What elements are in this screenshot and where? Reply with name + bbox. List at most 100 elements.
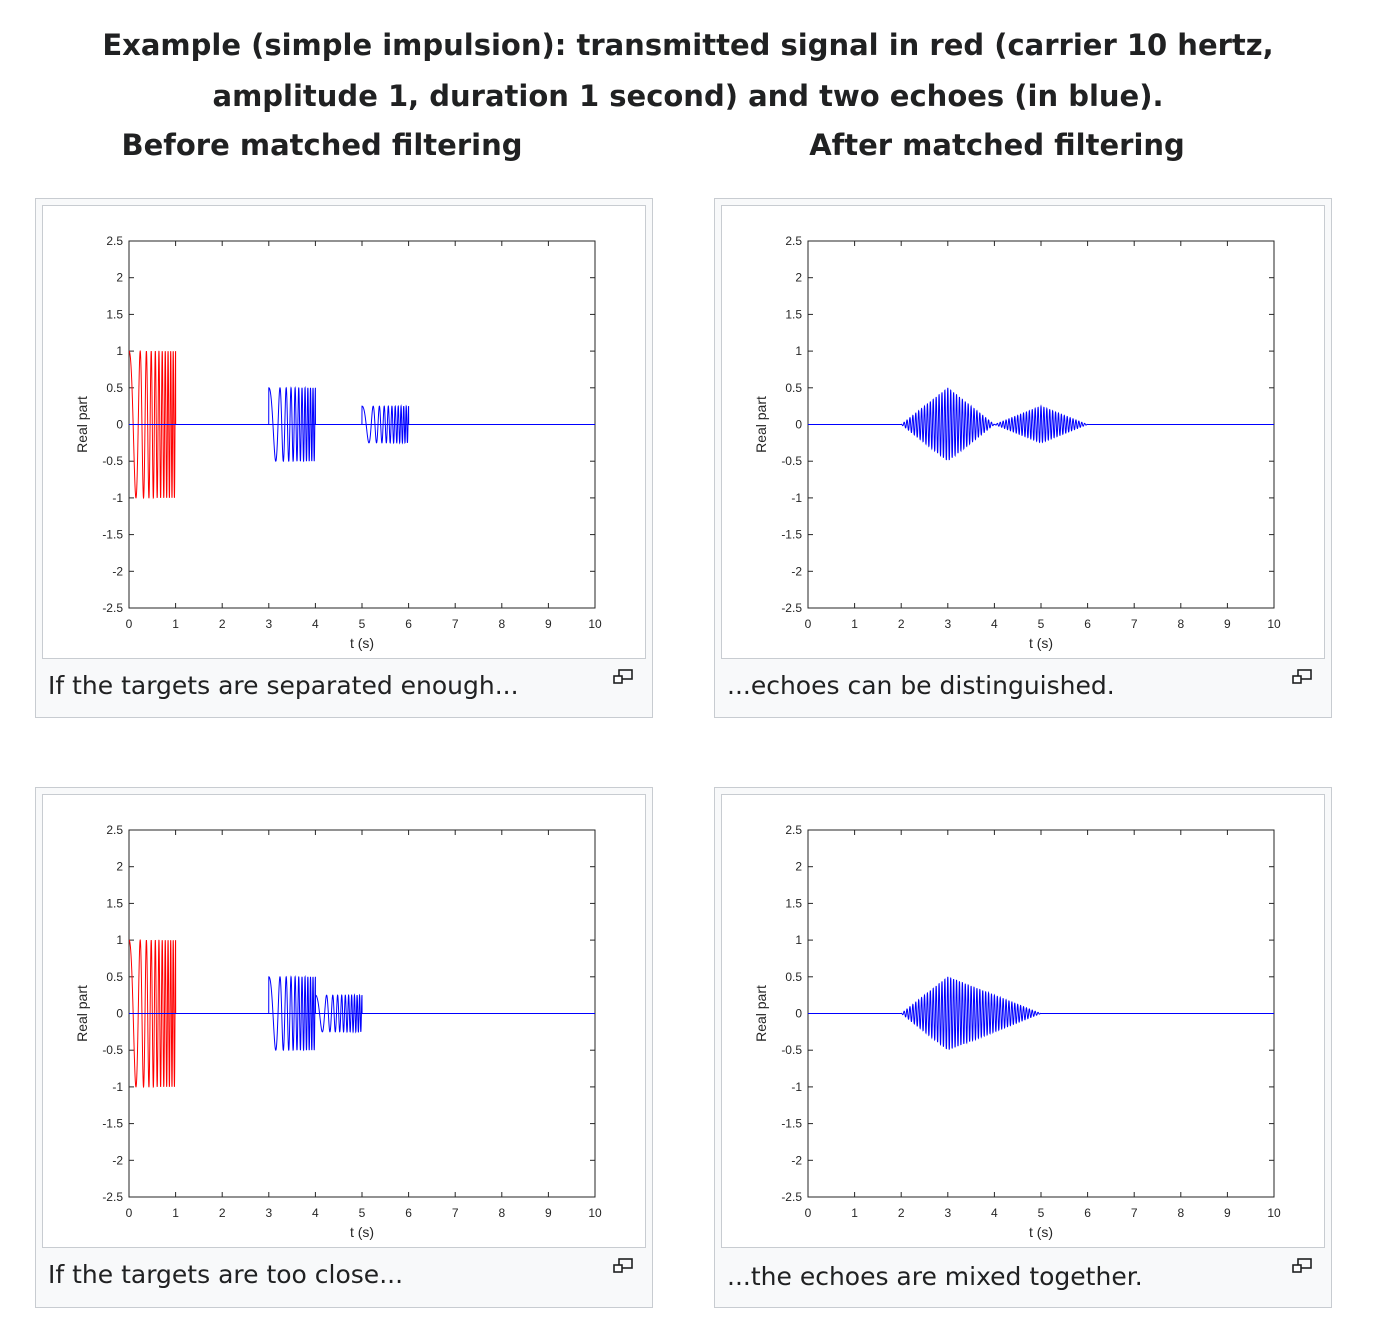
x-tick-label: 4 [312, 1206, 319, 1220]
column-heading-before: Before matched filtering [121, 128, 523, 162]
x-tick-label: 0 [805, 1206, 812, 1220]
column-heading-after: After matched filtering [809, 128, 1185, 162]
echo-signal-series [808, 387, 1274, 461]
x-tick-label: 5 [359, 1206, 366, 1220]
x-tick-label: 7 [1131, 1206, 1138, 1220]
x-tick-label: 0 [126, 617, 133, 631]
figure-image[interactable]: 0 1 2 3 4 5 6 7 8 9 10 2.5 2 1.5 1 0.5 0 -0.5 -1 -1.5 -2 -2.5… [42, 794, 646, 1248]
y-tick-label: -1.5 [102, 528, 123, 542]
y-tick-label: 0.5 [106, 970, 123, 984]
intro-text: Example (simple impulsion): transmitted … [102, 28, 1274, 113]
x-tick-label: 1 [851, 617, 858, 631]
y-tick-label: 0.5 [106, 381, 123, 395]
x-tick-label: 0 [126, 1206, 133, 1220]
x-tick-label: 3 [265, 1206, 272, 1220]
chart-before-close: 0 1 2 3 4 5 6 7 8 9 10 2.5 2 1.5 1 0.5 0 -0.5 -1 -1.5 -2 -2.5… [74, 823, 602, 1240]
x-tick-label: 5 [1038, 617, 1045, 631]
y-tick-label: 1 [116, 933, 123, 947]
x-tick-label: 10 [1267, 617, 1281, 631]
y-tick-label: -2 [791, 1153, 802, 1167]
y-tick-label: -0.5 [102, 454, 123, 468]
y-tick-label: -1 [112, 1080, 123, 1094]
x-tick-label: 1 [851, 1206, 858, 1220]
x-tick-label: 10 [1267, 1206, 1281, 1220]
x-tick-label: 10 [588, 617, 602, 631]
y-tick-label: 0 [116, 418, 123, 432]
figure-before-close: 0 1 2 3 4 5 6 7 8 9 10 2.5 2 1.5 1 0.5 0 -0.5 -1 -1.5 -2 -2.5… [35, 787, 653, 1308]
x-tick-label: 0 [805, 617, 812, 631]
x-tick-label: 4 [991, 1206, 998, 1220]
y-tick-label: 2.5 [785, 234, 802, 248]
x-tick-label: 8 [1177, 1206, 1184, 1220]
y-tick-label: 2.5 [106, 234, 123, 248]
x-axis-label: t (s) [350, 1224, 374, 1240]
y-tick-label: -2 [112, 1153, 123, 1167]
x-tick-label: 2 [219, 1206, 226, 1220]
figure-image[interactable]: 0 1 2 3 4 5 6 7 8 9 10 2.5 2 1.5 1 0.5 0 -0.5 -1 -1.5 -2 -2.5… [721, 205, 1325, 659]
x-tick-label: 8 [1177, 617, 1184, 631]
y-tick-label: 0 [116, 1007, 123, 1021]
figure-caption: ...the echoes are mixed together. [727, 1262, 1143, 1291]
y-tick-label: 1.5 [106, 307, 123, 321]
x-tick-label: 10 [588, 1206, 602, 1220]
y-axis-label: Real part [74, 985, 90, 1042]
figure-caption: ...echoes can be distinguished. [727, 671, 1115, 700]
x-axis-label: t (s) [1029, 635, 1053, 651]
x-tick-label: 8 [498, 617, 505, 631]
magnify-clip-icon[interactable] [1291, 669, 1313, 685]
x-tick-label: 7 [452, 1206, 459, 1220]
y-tick-label: 1.5 [785, 307, 802, 321]
x-tick-label: 7 [1131, 617, 1138, 631]
magnify-clip-icon[interactable] [1291, 1258, 1313, 1274]
y-tick-label: 2.5 [106, 823, 123, 837]
x-axis-label: t (s) [350, 635, 374, 651]
y-tick-label: -1.5 [781, 1117, 802, 1131]
x-tick-label: 1 [172, 1206, 179, 1220]
x-tick-label: 5 [359, 617, 366, 631]
echo-signal-series [808, 976, 1274, 1050]
x-tick-label: 6 [1084, 1206, 1091, 1220]
chart-after-close: 0 1 2 3 4 5 6 7 8 9 10 2.5 2 1.5 1 0.5 0 -0.5 -1 -1.5 -2 -2.5… [753, 823, 1281, 1240]
x-tick-label: 2 [898, 1206, 905, 1220]
echo-signal-series [129, 404, 595, 445]
y-tick-label: 1.5 [106, 896, 123, 910]
x-tick-label: 6 [405, 617, 412, 631]
y-tick-label: 1 [795, 933, 802, 947]
y-tick-label: -2.5 [781, 1190, 802, 1204]
figure-caption: If the targets are separated enough... [48, 671, 519, 700]
y-tick-label: 0 [795, 1007, 802, 1021]
y-tick-label: -1.5 [781, 528, 802, 542]
x-tick-label: 8 [498, 1206, 505, 1220]
y-tick-label: -1 [791, 1080, 802, 1094]
x-tick-label: 1 [172, 617, 179, 631]
y-tick-label: -0.5 [102, 1043, 123, 1057]
y-tick-label: -2.5 [781, 601, 802, 615]
x-tick-label: 7 [452, 617, 459, 631]
figure-after-separated: 0 1 2 3 4 5 6 7 8 9 10 2.5 2 1.5 1 0.5 0 -0.5 -1 -1.5 -2 -2.5… [714, 198, 1332, 718]
figure-after-close: 0 1 2 3 4 5 6 7 8 9 10 2.5 2 1.5 1 0.5 0 -0.5 -1 -1.5 -2 -2.5… [714, 787, 1332, 1308]
y-tick-label: 1.5 [785, 896, 802, 910]
x-tick-label: 2 [898, 617, 905, 631]
figure-image[interactable]: 0 1 2 3 4 5 6 7 8 9 10 2.5 2 1.5 1 0.5 0 -0.5 -1 -1.5 -2 -2.5… [721, 794, 1325, 1248]
magnify-clip-icon[interactable] [612, 1258, 634, 1274]
figure-image[interactable]: 0 1 2 3 4 5 6 7 8 9 10 2.5 2 1.5 1 0.5 0 -0.5 -1 -1.5 -2 -2.5… [42, 205, 646, 659]
y-tick-label: 0.5 [785, 381, 802, 395]
y-tick-label: 2 [795, 271, 802, 285]
figure-before-separated: 0 1 2 3 4 5 6 7 8 9 10 2.5 2 1.5 1 0.5 0 -0.5 -1 -1.5 -2 -2.5… [35, 198, 653, 718]
y-axis-label: Real part [753, 985, 769, 1042]
x-tick-label: 9 [545, 617, 552, 631]
x-tick-label: 6 [1084, 617, 1091, 631]
x-tick-label: 9 [1224, 617, 1231, 631]
y-tick-label: -2 [112, 564, 123, 578]
y-tick-label: 2 [795, 860, 802, 874]
magnify-clip-icon[interactable] [612, 669, 634, 685]
y-tick-label: -2.5 [102, 1190, 123, 1204]
y-tick-label: -1 [112, 491, 123, 505]
echo-signal-series [129, 993, 595, 1034]
y-axis-label: Real part [74, 396, 90, 453]
x-tick-label: 2 [219, 617, 226, 631]
y-tick-label: 2 [116, 860, 123, 874]
y-tick-label: 0 [795, 418, 802, 432]
x-tick-label: 4 [991, 617, 998, 631]
y-tick-label: 1 [795, 344, 802, 358]
